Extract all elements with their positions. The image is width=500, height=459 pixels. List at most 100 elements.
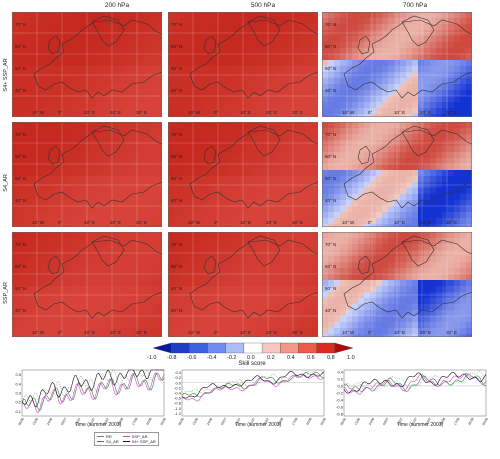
map-cell	[466, 48, 472, 55]
map-cell	[42, 164, 49, 171]
map-cell	[48, 304, 55, 311]
map-cell	[30, 310, 37, 317]
map-cell	[138, 244, 145, 251]
map-cell	[282, 42, 289, 49]
map-cell	[412, 114, 419, 117]
map-cell	[418, 206, 425, 213]
map-cell	[322, 12, 329, 19]
map-cell	[246, 212, 253, 219]
map-cell	[156, 146, 162, 153]
map-cell	[174, 268, 181, 275]
map-cell	[448, 152, 455, 159]
map-cell	[18, 158, 25, 165]
map-cell	[430, 194, 437, 201]
map-cell	[454, 224, 461, 227]
map-cell	[264, 298, 271, 305]
map-cell	[228, 84, 235, 91]
map-cell	[258, 206, 265, 213]
map-cell	[376, 328, 383, 335]
lat-label: 60° N	[325, 154, 336, 159]
map-cell	[376, 66, 383, 73]
map-cell	[252, 90, 259, 97]
map-cell	[388, 108, 395, 115]
map-cell	[312, 322, 318, 329]
map-cell	[288, 96, 295, 103]
map-cell	[436, 108, 443, 115]
map-cell	[376, 188, 383, 195]
colorbar-segment	[280, 342, 299, 354]
map-cell	[168, 310, 175, 317]
map-cell	[252, 298, 259, 305]
map-cell	[18, 304, 25, 311]
map-cell	[460, 262, 467, 269]
map-cell	[306, 280, 313, 287]
map-cell	[174, 176, 181, 183]
map-cell	[210, 24, 217, 31]
map-cell	[376, 140, 383, 147]
map-cell	[400, 78, 407, 85]
map-cell	[430, 18, 437, 25]
map-cell	[114, 140, 121, 147]
map-cell	[364, 158, 371, 165]
lon-label: 20° E	[420, 330, 431, 335]
map-cell	[48, 212, 55, 219]
map-cell	[108, 152, 115, 159]
map-cell	[234, 108, 241, 115]
map-cell	[370, 298, 377, 305]
map-cell	[174, 30, 181, 37]
map-cell	[436, 164, 443, 171]
map-cell	[222, 96, 229, 103]
map-cell	[328, 334, 335, 337]
map-cell	[322, 212, 329, 219]
map-cell	[96, 122, 103, 129]
map-cell	[30, 286, 37, 293]
map-cell	[430, 146, 437, 153]
map-cell	[156, 108, 162, 115]
map-cell	[210, 176, 217, 183]
map-cell	[132, 48, 139, 55]
map-cell	[276, 268, 283, 275]
map-cell	[228, 188, 235, 195]
map-cell	[36, 322, 43, 329]
map-cell	[328, 108, 335, 115]
map-cell	[382, 262, 389, 269]
map-cell	[204, 158, 211, 165]
map-cell	[258, 54, 265, 61]
map-cell	[30, 24, 37, 31]
legend-item-ssp-ar: SSP_AR	[122, 434, 156, 439]
colorbar-tick-label: 0.4	[287, 355, 295, 361]
map-cell	[460, 286, 467, 293]
map-cell	[42, 102, 49, 109]
map-cell	[340, 122, 347, 129]
map-cell	[388, 286, 395, 293]
map-cell	[66, 212, 73, 219]
map-cell	[406, 280, 413, 287]
map-cell	[430, 122, 437, 129]
map-cell	[436, 310, 443, 317]
map-cell	[90, 90, 97, 97]
map-cell	[156, 96, 162, 103]
map-cell	[108, 274, 115, 281]
map-cell	[306, 54, 313, 61]
map-cell	[282, 176, 289, 183]
map-cell	[328, 206, 335, 213]
map-cell	[258, 152, 265, 159]
map-cell	[406, 42, 413, 49]
map-cell	[180, 146, 187, 153]
map-cell	[276, 60, 283, 67]
map-cell	[388, 36, 395, 43]
lon-label: 10° W	[342, 110, 355, 115]
map-cell	[328, 322, 335, 329]
map-cell	[174, 102, 181, 109]
map-cell	[400, 158, 407, 165]
map-cell	[234, 122, 241, 129]
map-cell	[42, 244, 49, 251]
map-cell	[114, 102, 121, 109]
map-cell	[388, 224, 395, 227]
map-cell	[168, 36, 175, 43]
map-cell	[168, 298, 175, 305]
map-cell	[418, 66, 425, 73]
map-cell	[24, 18, 31, 25]
map-cell	[270, 18, 277, 25]
map-cell	[12, 286, 19, 293]
